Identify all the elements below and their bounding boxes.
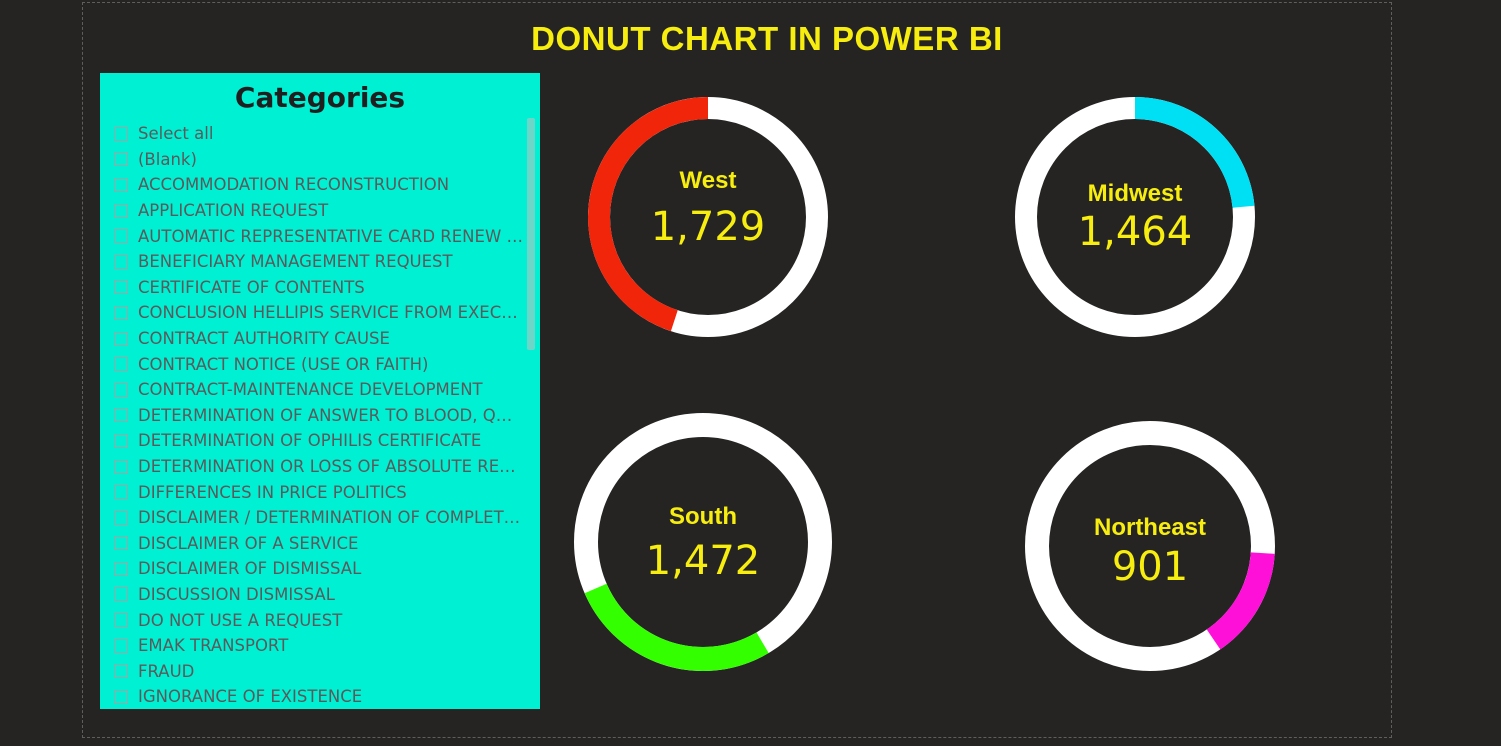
slicer-item[interactable]: DISCLAIMER / DETERMINATION OF COMPLETI..… [114, 505, 524, 531]
slicer-item[interactable]: CONCLUSION HELLIPIS SERVICE FROM EXECUT.… [114, 300, 524, 326]
slicer-item-label: DETERMINATION OF ANSWER TO BLOOD, QUE... [138, 405, 524, 425]
region-label: Midwest [1088, 180, 1183, 207]
checkbox[interactable] [114, 613, 128, 628]
region-value: 901 [1112, 544, 1188, 590]
region-label: Northeast [1094, 514, 1206, 541]
checkbox[interactable] [114, 433, 128, 448]
slicer-item[interactable]: DETERMINATION OR LOSS OF ABSOLUTE REGI..… [114, 454, 524, 480]
slicer-item[interactable]: CONTRACT AUTHORITY CAUSE [114, 326, 524, 352]
report-canvas-border [82, 2, 1392, 738]
region-value: 1,472 [646, 538, 761, 584]
slicer-item[interactable]: DIFFERENCES IN PRICE POLITICS [114, 479, 524, 505]
slicer-scrollbar[interactable] [527, 118, 535, 350]
slicer-item[interactable]: DO NOT USE A REQUEST [114, 607, 524, 633]
slicer-item-label: FRAUD [138, 661, 195, 681]
slicer-item-label: (Blank) [138, 149, 197, 169]
slicer-item[interactable]: EMAK TRANSPORT [114, 633, 524, 659]
checkbox[interactable] [114, 689, 128, 704]
slicer-item[interactable]: BENEFICIARY MANAGEMENT REQUEST [114, 249, 524, 275]
slicer-item-label: CONCLUSION HELLIPIS SERVICE FROM EXECUT.… [138, 303, 524, 323]
region-value: 1,729 [651, 204, 766, 250]
donut-value-slice[interactable] [588, 97, 709, 332]
checkbox[interactable] [114, 510, 128, 525]
slicer-item[interactable]: DISCUSSION DISMISSAL [114, 582, 524, 608]
donut-remainder-slice[interactable] [1025, 421, 1275, 671]
slicer-item[interactable]: AUTOMATIC REPRESENTATIVE CARD RENEW W... [114, 223, 524, 249]
slicer-item-label: APPLICATION REQUEST [138, 201, 329, 221]
slicer-item[interactable]: Select all [114, 121, 524, 147]
slicer-item-label: DISCLAIMER / DETERMINATION OF COMPLETI..… [138, 508, 524, 528]
slicer-item-label: DETERMINATION OR LOSS OF ABSOLUTE REGI..… [138, 457, 524, 477]
donut-value-slice[interactable] [1206, 551, 1275, 650]
slicer-item-label: CERTIFICATE OF CONTENTS [138, 277, 365, 297]
donut-west[interactable]: West 1,729 [588, 97, 828, 337]
slicer-item[interactable]: ACCOMMODATION RECONSTRUCTION [114, 172, 524, 198]
slicer-item[interactable]: CONTRACT NOTICE (USE OR FAITH) [114, 351, 524, 377]
donut-south[interactable]: South 1,472 [574, 413, 832, 671]
region-value: 1,464 [1078, 209, 1193, 255]
slicer-item-label: Select all [138, 124, 214, 144]
categories-slicer[interactable]: Categories Select all (Blank) ACCOMMODATIO… [100, 73, 540, 709]
checkbox[interactable] [114, 459, 128, 474]
slicer-header: Categories [234, 81, 406, 114]
slicer-item-label: IGNORANCE OF EXISTENCE [138, 687, 363, 707]
slicer-item-label: DISCLAIMER OF DISMISSAL [138, 559, 362, 579]
slicer-item-label: DETERMINATION OF OPHILIS CERTIFICATE [138, 431, 482, 451]
slicer-item[interactable]: APPLICATION REQUEST [114, 198, 524, 224]
checkbox[interactable] [114, 331, 128, 346]
slicer-item-label: ACCOMMODATION RECONSTRUCTION [138, 175, 450, 195]
slicer-item-label: DISCUSSION DISMISSAL [138, 584, 335, 604]
region-label: South [669, 503, 737, 530]
region-label: West [680, 167, 737, 194]
slicer-item-label: BENEFICIARY MANAGEMENT REQUEST [138, 252, 453, 272]
slicer-item-label: DO NOT USE A REQUEST [138, 610, 343, 630]
checkbox[interactable] [114, 203, 128, 218]
donut-value-slice[interactable] [584, 583, 769, 671]
page-title: DONUT CHART IN POWER BI [531, 20, 1003, 57]
checkbox[interactable] [114, 561, 128, 576]
slicer-item[interactable]: DISCLAIMER OF DISMISSAL [114, 556, 524, 582]
slicer-item-label: CONTRACT AUTHORITY CAUSE [138, 329, 390, 349]
slicer-list: Select all (Blank) ACCOMMODATION RECONSTRU… [114, 121, 524, 709]
checkbox[interactable] [114, 152, 128, 167]
slicer-item[interactable]: CONTRACT-MAINTENANCE DEVELOPMENT [114, 377, 524, 403]
slicer-item-label: AUTOMATIC REPRESENTATIVE CARD RENEW W... [138, 226, 524, 246]
checkbox[interactable] [114, 254, 128, 269]
checkbox[interactable] [114, 305, 128, 320]
slicer-item-label: EMAK TRANSPORT [138, 636, 289, 656]
checkbox[interactable] [114, 229, 128, 244]
checkbox[interactable] [114, 357, 128, 372]
slicer-item[interactable]: DETERMINATION OF OPHILIS CERTIFICATE [114, 428, 524, 454]
checkbox[interactable] [114, 664, 128, 679]
slicer-item[interactable]: CERTIFICATE OF CONTENTS [114, 275, 524, 301]
donut-value-slice[interactable] [1134, 97, 1255, 209]
checkbox[interactable] [114, 177, 128, 192]
slicer-item-label: CONTRACT-MAINTENANCE DEVELOPMENT [138, 380, 483, 400]
checkbox[interactable] [114, 638, 128, 653]
checkbox[interactable] [114, 587, 128, 602]
slicer-item-label: DISCLAIMER OF A SERVICE [138, 533, 359, 553]
slicer-item[interactable]: DETERMINATION OF ANSWER TO BLOOD, QUE... [114, 403, 524, 429]
slicer-item[interactable]: FRAUD [114, 658, 524, 684]
checkbox[interactable] [114, 408, 128, 423]
slicer-item-label: DIFFERENCES IN PRICE POLITICS [138, 482, 407, 502]
donut-northeast[interactable]: Northeast 901 [1025, 421, 1275, 671]
checkbox[interactable] [114, 536, 128, 551]
slicer-item[interactable]: (Blank) [114, 147, 524, 173]
checkbox[interactable] [114, 280, 128, 295]
slicer-item[interactable]: DISCLAIMER OF A SERVICE [114, 531, 524, 557]
checkbox[interactable] [114, 382, 128, 397]
slicer-item-label: CONTRACT NOTICE (USE OR FAITH) [138, 354, 429, 374]
checkbox[interactable] [114, 126, 128, 141]
checkbox[interactable] [114, 485, 128, 500]
slicer-item[interactable]: IGNORANCE OF EXISTENCE [114, 684, 524, 709]
